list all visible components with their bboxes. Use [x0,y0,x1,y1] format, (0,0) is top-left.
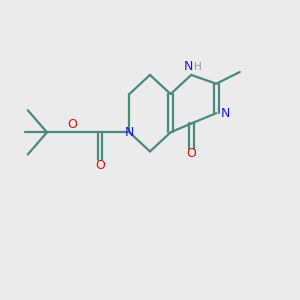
Text: N: N [221,107,230,120]
Text: N: N [184,60,194,73]
Text: O: O [67,118,77,130]
Text: O: O [186,147,196,160]
Text: O: O [95,159,105,172]
Text: N: N [125,126,134,139]
Text: H: H [194,62,202,72]
